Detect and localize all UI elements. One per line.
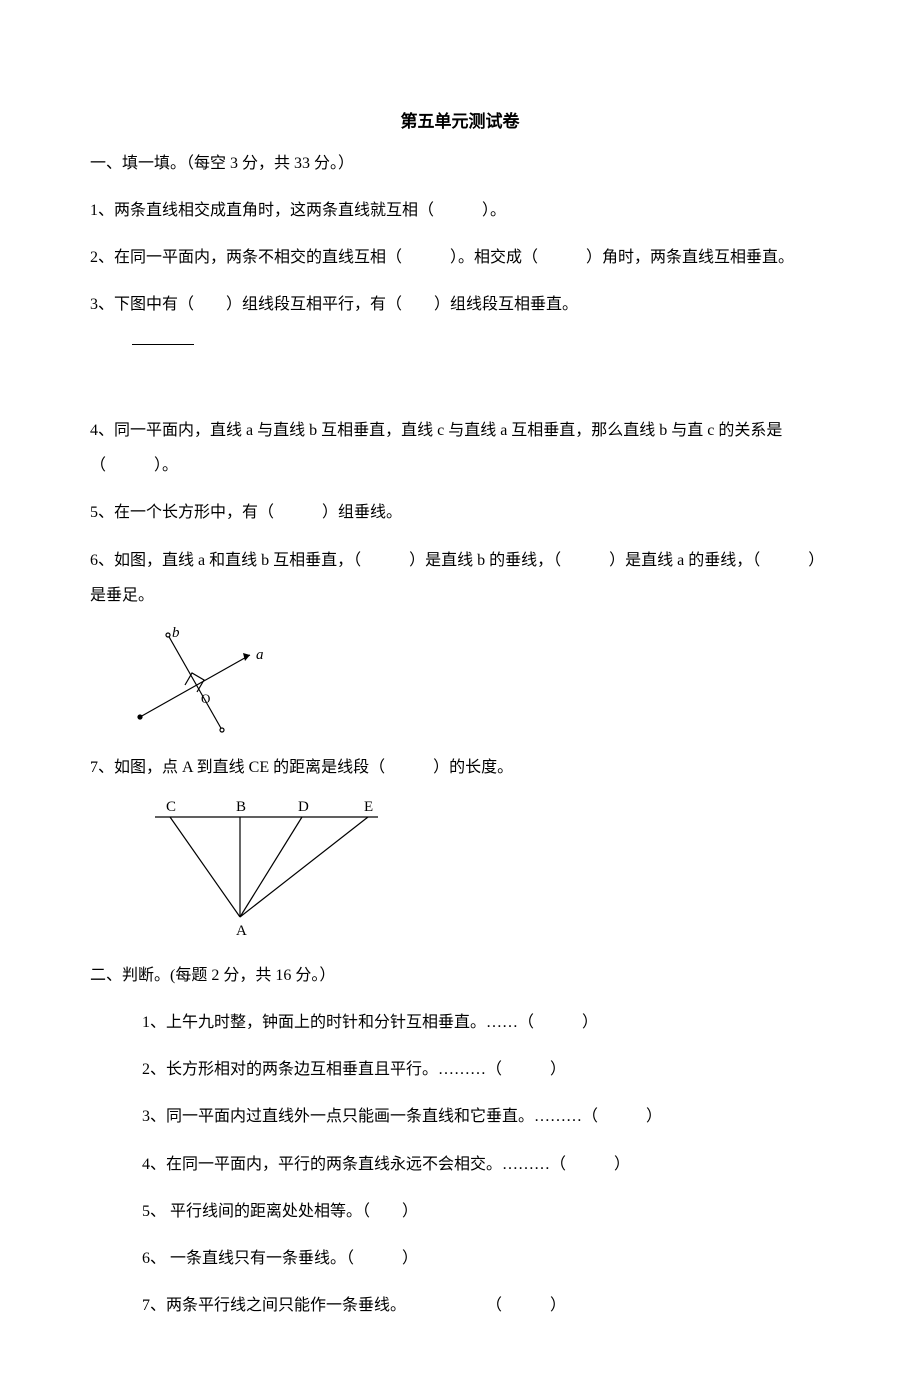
q1-3-diagram-space bbox=[90, 357, 830, 413]
section1-header: 一、填一填。（每空 3 分，共 33 分。） bbox=[90, 146, 830, 181]
svg-text:O: O bbox=[201, 691, 210, 706]
q1-7: 7、如图，点 A 到直线 CE 的距离是线段（ ）的长度。 bbox=[90, 750, 830, 785]
q2-7: 7、两条平行线之间只能作一条垂线。 （ ） bbox=[90, 1288, 830, 1323]
page-title: 第五单元测试卷 bbox=[90, 110, 830, 134]
svg-text:C: C bbox=[166, 799, 176, 815]
q2-6: 6、 一条直线只有一条垂线。（ ） bbox=[90, 1241, 830, 1276]
q2-3: 3、同一平面内过直线外一点只能画一条直线和它垂直。………（ ） bbox=[90, 1099, 830, 1134]
q2-5: 5、 平行线间的距离处处相等。（ ） bbox=[90, 1194, 830, 1229]
q2-1: 1、上午九时整，钟面上的时针和分针互相垂直。……（ ） bbox=[90, 1005, 830, 1040]
svg-text:D: D bbox=[298, 799, 309, 815]
q1-3: 3、下图中有（ ）组线段互相平行，有（ ）组线段互相垂直。 bbox=[90, 287, 830, 322]
svg-text:A: A bbox=[236, 923, 247, 939]
svg-text:E: E bbox=[364, 799, 373, 815]
q1-4: 4、同一平面内，直线 a 与直线 b 互相垂直，直线 c 与直线 a 互相垂直，… bbox=[90, 413, 830, 483]
q1-5: 5、在一个长方形中，有（ ）组垂线。 bbox=[90, 495, 830, 530]
svg-text:a: a bbox=[256, 647, 264, 663]
q2-2: 2、长方形相对的两条边互相垂直且平行。………（ ） bbox=[90, 1052, 830, 1087]
q1-1: 1、两条直线相交成直角时，这两条直线就互相（ ）。 bbox=[90, 193, 830, 228]
q1-2: 2、在同一平面内，两条不相交的直线互相（ ）。相交成（ ）角时，两条直线互相垂直… bbox=[90, 240, 830, 275]
section2-header: 二、判断。(每题 2 分，共 16 分。） bbox=[90, 958, 830, 993]
q2-4: 4、在同一平面内，平行的两条直线永远不会相交。………（ ） bbox=[90, 1147, 830, 1182]
q1-3-underline bbox=[132, 344, 194, 345]
diagram-q7: C B D E A bbox=[130, 797, 830, 949]
q1-6: 6、如图，直线 a 和直线 b 互相垂直，（ ）是直线 b 的垂线，（ ）是直线… bbox=[90, 543, 830, 613]
svg-text:B: B bbox=[236, 799, 246, 815]
diagram-q6: a b O bbox=[130, 625, 830, 742]
svg-text:b: b bbox=[172, 625, 180, 641]
